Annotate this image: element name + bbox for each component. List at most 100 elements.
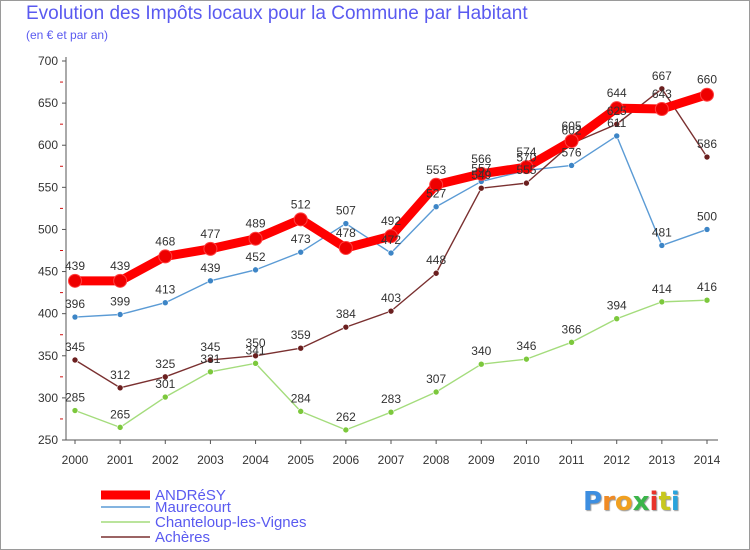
y-tick-label: 650 (38, 96, 58, 110)
data-label: 341 (246, 343, 266, 357)
legend-item: Maurecourt (101, 499, 232, 516)
y-tick-label: 400 (38, 307, 58, 321)
chart-title: Evolution des Impôts locaux pour la Comm… (26, 3, 528, 24)
x-tick-label: 2001 (107, 453, 134, 467)
x-tick-label: 2000 (62, 453, 89, 467)
data-label: 500 (697, 209, 717, 223)
data-label: 507 (336, 204, 356, 218)
data-point (252, 352, 259, 360)
data-label: 478 (336, 226, 356, 240)
data-point (116, 311, 124, 318)
data-point (658, 85, 666, 93)
logo-letter: r (602, 487, 615, 517)
chart-axes: 250 300 350 400 450 500 550 600 650 700 2000 2001 20… (38, 54, 721, 467)
data-label: 283 (381, 392, 401, 406)
data-point (342, 220, 350, 227)
legend-label: Maurecourt (155, 499, 232, 516)
data-label: 312 (110, 368, 130, 382)
data-point (387, 249, 395, 257)
data-label: 331 (200, 352, 220, 366)
data-label: 527 (426, 187, 446, 201)
data-point (203, 241, 218, 256)
data-label: 625 (607, 104, 627, 118)
x-tick-label: 2008 (423, 453, 450, 467)
data-point (568, 339, 575, 346)
data-point (387, 307, 395, 315)
data-label: 285 (65, 391, 85, 405)
data-point (700, 87, 714, 102)
data-point (342, 323, 350, 331)
data-point (297, 248, 305, 256)
data-point (71, 407, 79, 414)
data-label: 667 (652, 69, 672, 83)
data-label: 611 (607, 116, 626, 130)
data-label: 366 (562, 322, 582, 336)
x-tick-label: 2005 (287, 453, 314, 467)
data-label: 481 (652, 225, 672, 239)
x-tick-label: 2009 (468, 453, 495, 467)
data-label: 284 (291, 391, 311, 405)
data-label: 492 (381, 214, 401, 228)
data-point (432, 388, 440, 396)
series-andr-sy (68, 87, 714, 288)
data-label: 413 (155, 283, 175, 297)
data-label: 644 (607, 86, 627, 100)
data-point (338, 240, 353, 255)
data-label: 262 (336, 410, 356, 424)
chart-legend: ANDRéSYMaurecourtChanteloup-les-VignesAc… (101, 487, 307, 546)
logo-letter: x (632, 487, 650, 517)
y-tick-label: 350 (38, 349, 58, 363)
x-tick-label: 2002 (152, 453, 179, 467)
data-label: 452 (246, 250, 266, 264)
data-point (654, 102, 669, 117)
data-point (113, 273, 128, 288)
data-point (658, 242, 666, 249)
data-label: 605 (562, 119, 582, 133)
y-tick-label: 450 (38, 265, 58, 279)
data-point (523, 179, 530, 187)
legend-item: Achères (101, 529, 210, 546)
y-tick-label: 700 (38, 54, 58, 68)
data-label: 549 (471, 168, 491, 182)
data-point (432, 203, 440, 211)
data-point (432, 269, 440, 277)
data-point (207, 356, 214, 364)
data-label: 345 (200, 340, 220, 354)
data-label: 416 (697, 280, 717, 294)
data-label: 512 (291, 197, 311, 211)
data-label: 576 (562, 145, 582, 159)
logo-letter: o (614, 487, 633, 517)
x-tick-label: 2012 (603, 453, 630, 467)
legend-item: ANDRéSY (101, 487, 226, 504)
data-point (477, 184, 485, 192)
data-label: 414 (652, 282, 672, 296)
data-point (207, 277, 214, 285)
data-point (252, 266, 259, 274)
data-point (252, 360, 259, 367)
data-label: 468 (155, 234, 175, 248)
data-label: 403 (381, 291, 401, 305)
chart-subtitle: (en € et par an) (26, 28, 109, 42)
data-point (71, 313, 79, 321)
data-label: 439 (110, 259, 130, 273)
data-label: 439 (65, 259, 85, 273)
logo-letter: i (670, 487, 680, 517)
data-point (297, 408, 305, 415)
data-point (384, 229, 398, 244)
data-point (248, 231, 263, 246)
data-label: 557 (471, 161, 491, 175)
legend-label: Chanteloup-les-Vignes (155, 514, 307, 531)
x-tick-label: 2003 (197, 453, 224, 467)
data-label: 586 (697, 137, 717, 151)
logo-letter: i (649, 487, 659, 517)
data-point (703, 153, 711, 161)
data-label: 350 (246, 336, 266, 350)
data-label: 346 (516, 339, 536, 353)
data-label: 566 (471, 152, 491, 166)
data-label: 325 (155, 357, 175, 371)
data-point (293, 212, 308, 227)
logo-letter: t (658, 487, 671, 517)
data-point (116, 424, 124, 431)
logo-letter: P (583, 487, 603, 517)
